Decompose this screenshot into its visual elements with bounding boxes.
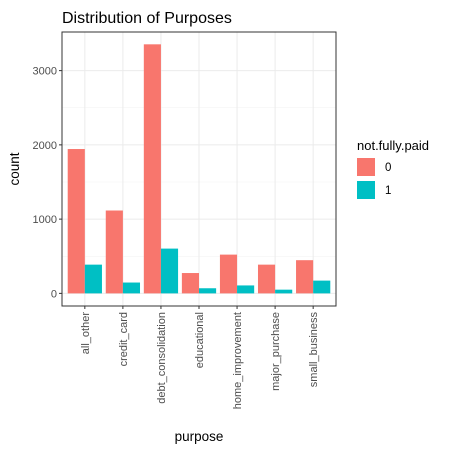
bar-all_other-0 [67, 149, 85, 294]
bar-educational-0 [181, 273, 199, 294]
y-tick-label: 1000 [33, 214, 57, 226]
y-axis-title: count [7, 152, 22, 185]
x-tick-label-home_improvement: home_improvement [232, 312, 244, 409]
bar-major_purchase-0 [257, 264, 276, 294]
bar-debt_consolidation-0 [143, 44, 161, 294]
bar-major_purchase-1 [275, 289, 293, 294]
y-tick-label: 3000 [33, 66, 57, 78]
x-tick-label-credit_card: credit_card [118, 312, 130, 366]
bar-all_other-1 [84, 264, 102, 294]
y-tick-label: 2000 [33, 140, 57, 152]
bar-small_business-0 [296, 260, 314, 294]
bar-debt_consolidation-1 [160, 248, 179, 294]
x-tick-label-educational: educational [194, 312, 206, 368]
x-tick-label-small_business: small_business [308, 312, 320, 388]
bar-home_improvement-0 [219, 254, 238, 294]
bar-credit_card-0 [105, 210, 123, 294]
legend-key-1 [357, 181, 375, 199]
x-tick-label-major_purchase: major_purchase [270, 312, 282, 391]
chart-title: Distribution of Purposes [62, 10, 232, 27]
bar-credit_card-1 [122, 282, 141, 294]
x-axis-title: purpose [175, 429, 224, 444]
legend-label-0: 0 [385, 162, 391, 174]
y-tick-label: 0 [51, 288, 57, 300]
legend: not.fully.paid 0 1 [357, 138, 429, 199]
x-axis: all_other credit_card debt_consolidation ed… [80, 306, 320, 409]
x-tick-label-all_other: all_other [80, 312, 92, 355]
bar-educational-1 [199, 288, 217, 294]
y-axis: 0 1000 2000 3000 [33, 66, 62, 300]
legend-key-0 [357, 158, 375, 176]
bar-home_improvement-1 [237, 285, 255, 294]
legend-label-1: 1 [385, 185, 391, 197]
x-tick-label-debt_consolidation: debt_consolidation [156, 312, 168, 404]
bars [67, 44, 331, 294]
legend-title: not.fully.paid [357, 138, 429, 153]
bar-small_business-1 [313, 280, 331, 294]
